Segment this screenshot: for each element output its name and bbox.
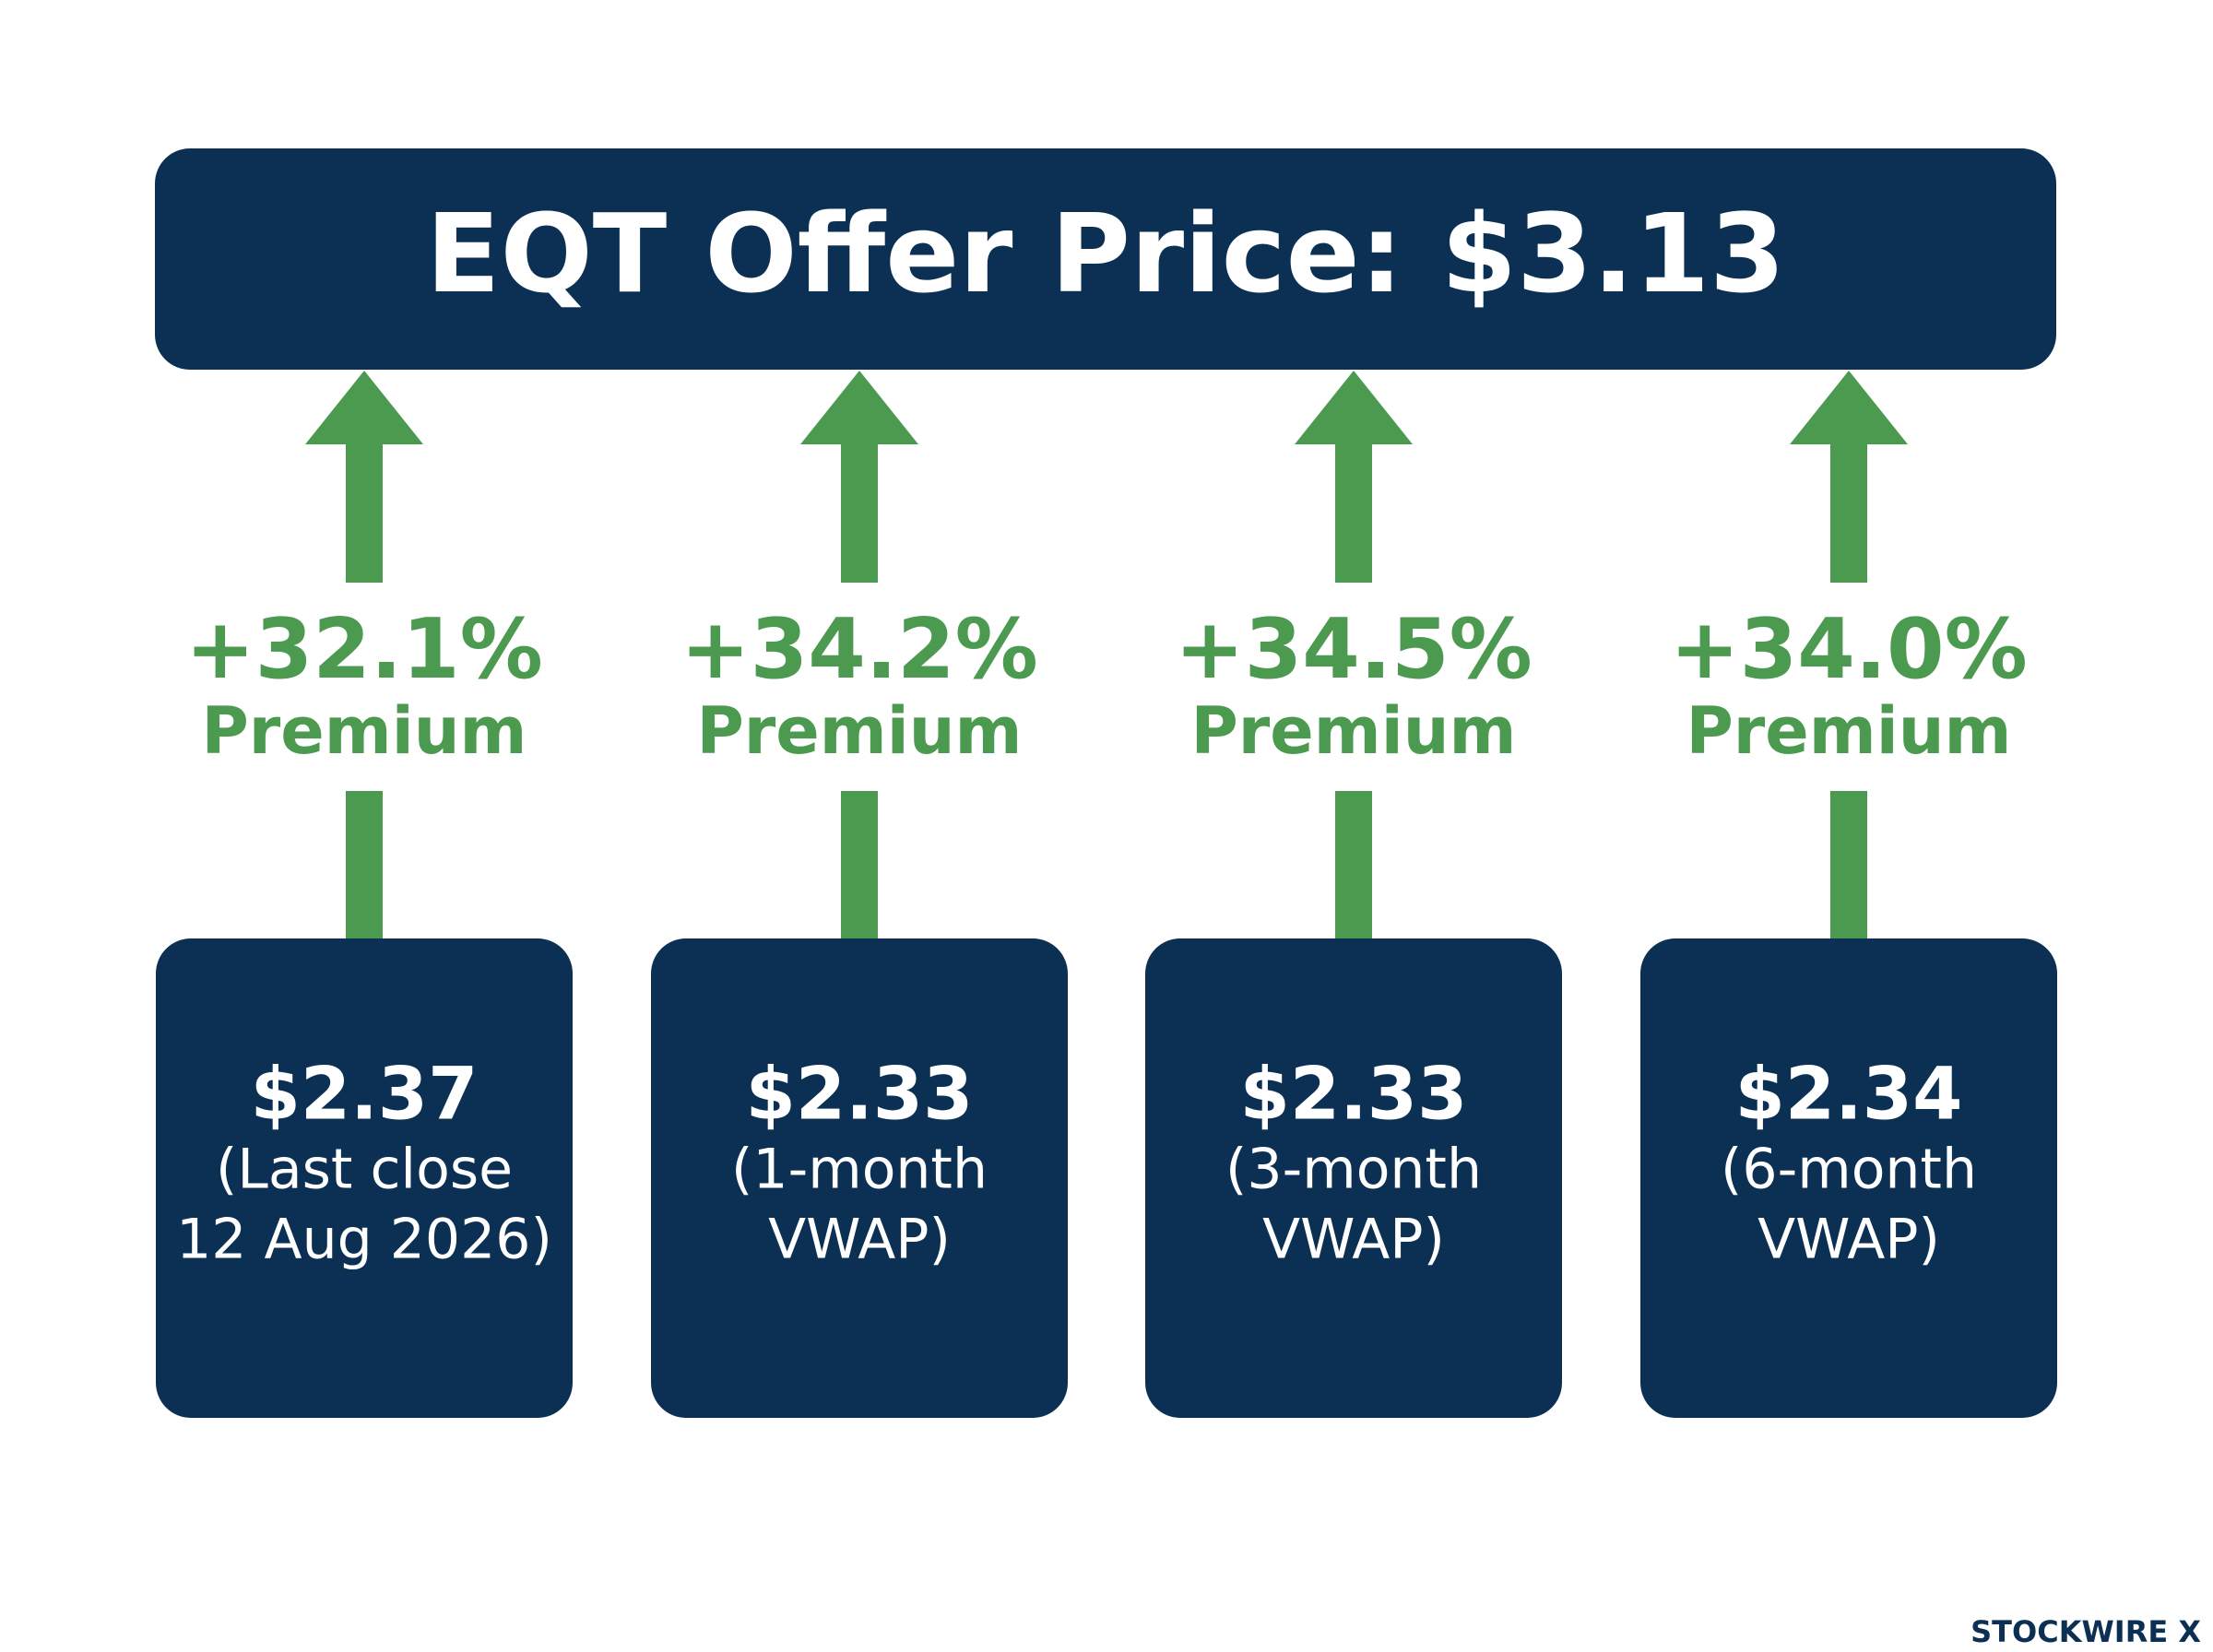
arrow-shaft xyxy=(1830,442,1867,583)
price: $2.34 xyxy=(1735,1053,1963,1136)
price-description: VWAP) xyxy=(1757,1208,1940,1272)
price-description: VWAP) xyxy=(1262,1208,1445,1272)
price: $2.37 xyxy=(251,1053,479,1136)
price-box xyxy=(651,938,1068,1418)
arrow-head xyxy=(1295,371,1413,444)
arrow-shaft xyxy=(1335,791,1372,944)
price: $2.33 xyxy=(1240,1053,1468,1136)
title-banner xyxy=(155,148,2056,370)
premium-label: Premium xyxy=(696,693,1022,769)
price-box xyxy=(156,938,573,1418)
premium-label: Premium xyxy=(1190,693,1516,769)
arrow-shaft xyxy=(1335,442,1372,583)
arrow-shaft xyxy=(841,442,878,583)
price-description: (3-month xyxy=(1225,1138,1482,1202)
arrow-head xyxy=(305,371,423,444)
premium-value: +32.1% xyxy=(185,601,543,698)
arrow-shaft xyxy=(346,791,383,944)
price-description: (1-month xyxy=(731,1138,988,1202)
arrow-shaft xyxy=(841,791,878,944)
premium-label: Premium xyxy=(201,693,527,769)
arrow-shaft xyxy=(346,442,383,583)
premium-label: Premium xyxy=(1686,693,2011,769)
price: $2.33 xyxy=(746,1053,974,1136)
brand-logo: STOCKWIRE X xyxy=(1970,1614,2201,1649)
arrow-head xyxy=(800,371,918,444)
price-box xyxy=(1640,938,2057,1418)
premium-value: +34.0% xyxy=(1670,601,2028,698)
price-description: VWAP) xyxy=(768,1208,951,1272)
premium-value: +34.5% xyxy=(1175,601,1533,698)
price-description: 12 Aug 2026) xyxy=(176,1208,552,1272)
premium-value: +34.2% xyxy=(680,601,1038,698)
arrow-shaft xyxy=(1830,791,1867,944)
price-description: (Last close xyxy=(216,1138,513,1202)
price-box xyxy=(1145,938,1562,1418)
title: EQT Offer Price: $3.13 xyxy=(426,190,1785,317)
arrow-head xyxy=(1790,371,1908,444)
price-description: (6-month xyxy=(1721,1138,1977,1202)
